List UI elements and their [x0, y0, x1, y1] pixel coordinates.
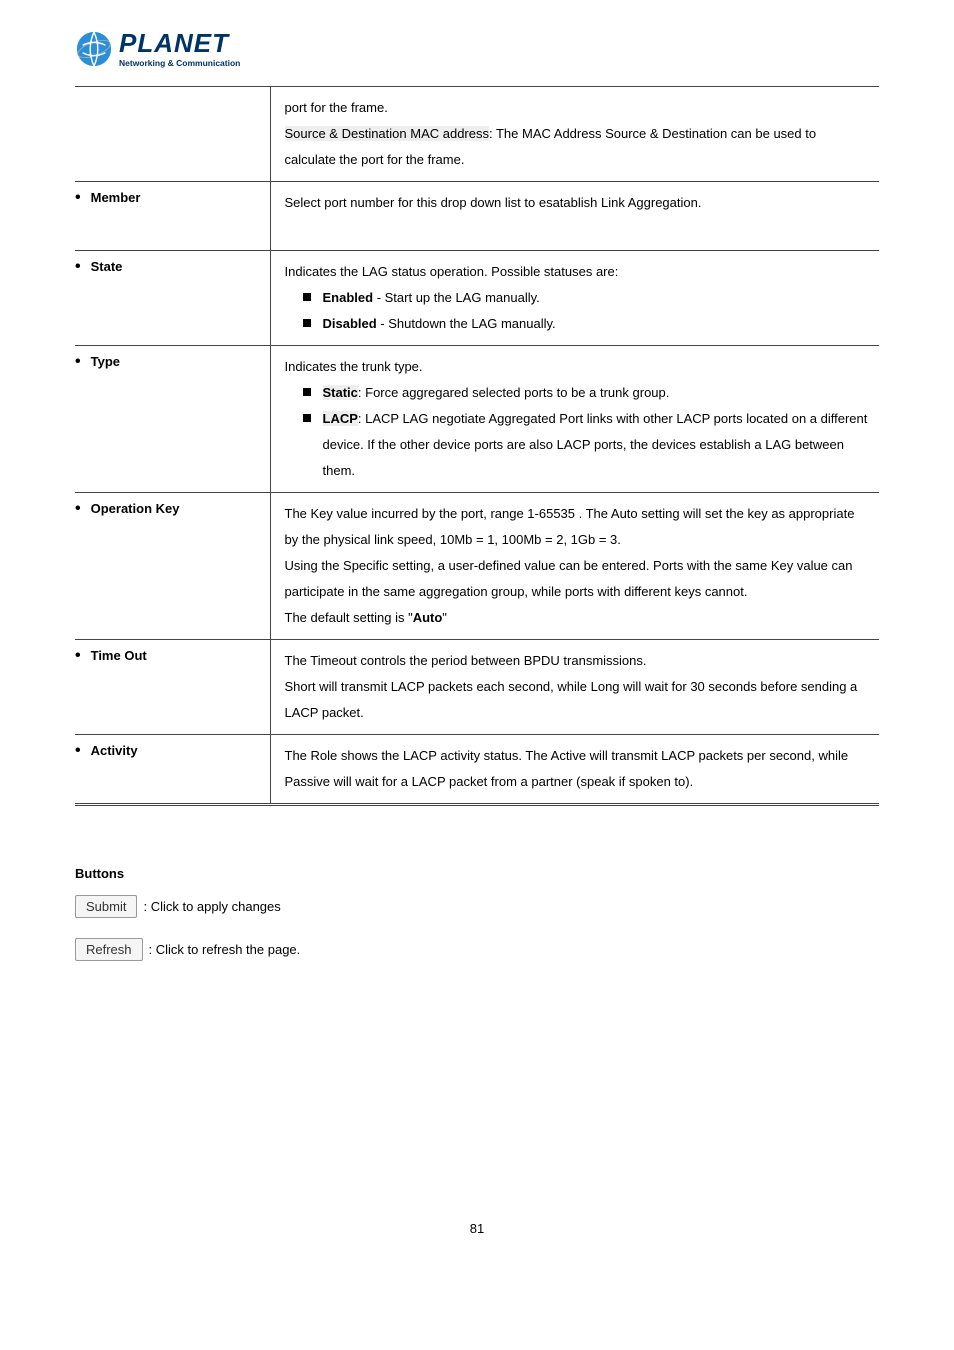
table-row: Activity The Role shows the LACP activity…: [75, 735, 879, 805]
row-desc-cell: The Timeout controls the period between …: [270, 640, 879, 735]
sub-item-term: Disabled: [323, 316, 377, 331]
button-row: Refresh : Click to refresh the page.: [75, 938, 879, 961]
logo: PLANET Networking & Communication: [75, 30, 879, 68]
row-desc-cell: Select port number for this drop down li…: [270, 182, 879, 251]
row-label-cell: Time Out: [75, 640, 270, 735]
row-label: Activity: [75, 743, 138, 758]
logo-name: PLANET: [119, 30, 240, 56]
row-label: Operation Key: [75, 501, 179, 516]
button-desc: : Click to apply changes: [143, 899, 280, 914]
row-label: Time Out: [75, 648, 147, 663]
row-desc-line: port for the frame.: [285, 95, 870, 121]
buttons-section: Buttons Submit : Click to apply changes Re…: [75, 866, 879, 961]
table-row: port for the frame.Source & Destination …: [75, 87, 879, 182]
row-desc-line: The Timeout controls the period between …: [285, 648, 870, 674]
row-desc-line: Indicates the LAG status operation. Poss…: [285, 259, 870, 285]
planet-globe-icon: [75, 30, 113, 68]
row-desc-cell: Indicates the LAG status operation. Poss…: [270, 251, 879, 346]
row-desc-line: The Role shows the LACP activity status.…: [285, 743, 870, 795]
row-desc-line: Using the Specific setting, a user-defin…: [285, 553, 870, 605]
row-label-cell: [75, 87, 270, 182]
row-desc-cell: The Role shows the LACP activity status.…: [270, 735, 879, 805]
buttons-header: Buttons: [75, 866, 879, 881]
table-row: Operation Key The Key value incurred by t…: [75, 493, 879, 640]
refresh-button[interactable]: Refresh: [75, 938, 143, 961]
row-desc-line: Source & Destination MAC address: The MA…: [285, 121, 870, 173]
sub-list-item: Static: Force aggregared selected ports …: [303, 380, 870, 406]
sub-list: Static: Force aggregared selected ports …: [285, 380, 870, 484]
row-label: State: [75, 259, 122, 274]
table-row: Member Select port number for this drop d…: [75, 182, 879, 251]
parameters-table: port for the frame.Source & Destination …: [75, 86, 879, 806]
sub-list-item: LACP: LACP LAG negotiate Aggregated Port…: [303, 406, 870, 484]
row-label-cell: Operation Key: [75, 493, 270, 640]
table-row: Type Indicates the trunk type.Static: For…: [75, 346, 879, 493]
table-row: State Indicates the LAG status operation.…: [75, 251, 879, 346]
row-desc-line: Indicates the trunk type.: [285, 354, 870, 380]
row-label: Type: [75, 354, 120, 369]
row-desc-cell: port for the frame.Source & Destination …: [270, 87, 879, 182]
logo-container: PLANET Networking & Communication: [75, 30, 879, 68]
sub-list-item: Enabled - Start up the LAG manually.: [303, 285, 870, 311]
row-desc-line: Short will transmit LACP packets each se…: [285, 674, 870, 726]
row-desc-cell: Indicates the trunk type.Static: Force a…: [270, 346, 879, 493]
default-value: Auto: [413, 610, 443, 625]
sub-item-term: Static: [323, 385, 358, 400]
row-label-cell: Activity: [75, 735, 270, 805]
sub-item-term: LACP: [323, 411, 358, 426]
row-desc-cell: The Key value incurred by the port, rang…: [270, 493, 879, 640]
sub-item-term: Enabled: [323, 290, 374, 305]
button-row: Submit : Click to apply changes: [75, 895, 879, 918]
highlight-term: Source & Destination MAC address: [285, 126, 489, 141]
logo-tagline: Networking & Communication: [119, 58, 240, 68]
row-desc-line: The default setting is "Auto": [285, 605, 870, 631]
blank-line: [285, 216, 870, 242]
row-label-cell: State: [75, 251, 270, 346]
row-label-cell: Type: [75, 346, 270, 493]
table-row: Time Out The Timeout controls the period …: [75, 640, 879, 735]
logo-text: PLANET Networking & Communication: [119, 30, 240, 68]
button-desc: : Click to refresh the page.: [149, 942, 301, 957]
row-label-cell: Member: [75, 182, 270, 251]
sub-list: Enabled - Start up the LAG manually.Disa…: [285, 285, 870, 337]
row-desc-line: The Key value incurred by the port, rang…: [285, 501, 870, 553]
row-label: Member: [75, 190, 140, 205]
row-desc-line: Select port number for this drop down li…: [285, 190, 870, 216]
sub-list-item: Disabled - Shutdown the LAG manually.: [303, 311, 870, 337]
page-number: 81: [75, 1221, 879, 1236]
submit-button[interactable]: Submit: [75, 895, 137, 918]
